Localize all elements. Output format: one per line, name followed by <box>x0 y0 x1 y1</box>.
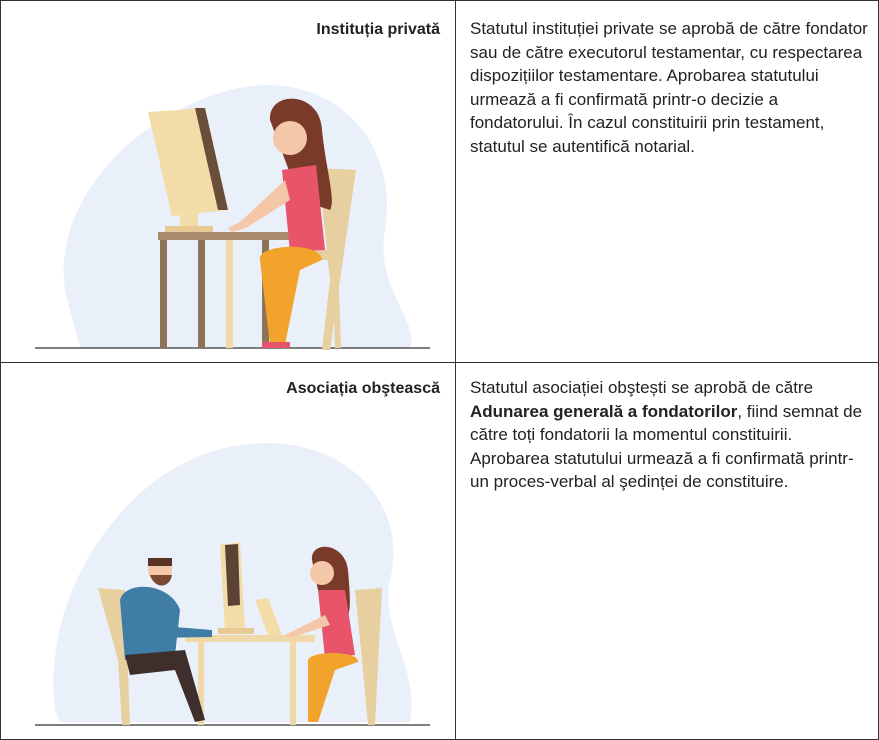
text: , fiind semnat de către toți fondatorii … <box>470 401 863 492</box>
illustration-two-people-at-desk <box>35 442 430 726</box>
bold-text: Adunarea generală a fondatorilor <box>470 401 738 421</box>
text: Statutul asociației obştești se aprobă d… <box>470 378 814 397</box>
illustration-woman-at-computer <box>35 85 430 350</box>
text: Statutul instituției private se aprobă d… <box>470 19 868 156</box>
column-divider <box>455 0 456 740</box>
row-divider <box>0 362 879 363</box>
row-title: Asociația obştească <box>286 380 440 397</box>
row-description: Statutul instituției private se aprobă d… <box>470 17 868 158</box>
row-title: Instituția privată <box>316 21 440 38</box>
row-description: Statutul asociației obştești se aprobă d… <box>470 376 868 494</box>
